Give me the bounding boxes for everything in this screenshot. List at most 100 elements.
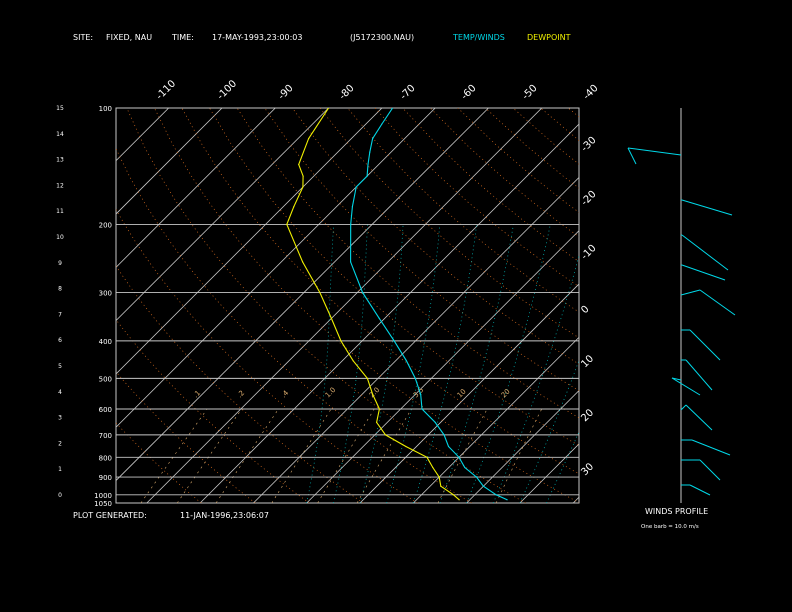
mixing-ratio-line	[271, 408, 332, 503]
moist-adiabat-line	[546, 431, 579, 503]
right-temp-tick-label: 10	[579, 353, 596, 370]
pressure-tick-label: 100	[99, 105, 112, 113]
height-tick-label: 14	[56, 131, 64, 138]
height-tick-label: 0	[58, 492, 62, 499]
isotherm-line	[116, 108, 383, 375]
mixing-ratio-label: 1.0	[324, 386, 338, 400]
dry-adiabat-line	[402, 108, 579, 263]
dewpoint-point	[352, 360, 354, 362]
right-temp-tick-label: -10	[579, 243, 598, 262]
temperature-point	[405, 360, 407, 362]
pressure-tick-label: 600	[99, 406, 112, 414]
height-tick-label: 10	[56, 234, 64, 241]
height-tick-label: 12	[56, 182, 64, 189]
isotherms	[116, 108, 792, 503]
pressure-tick-label: 1000	[94, 492, 112, 500]
temperature-point	[464, 466, 466, 469]
mixing-ratio-label: 10	[456, 387, 468, 399]
moist-adiabat-line	[519, 359, 579, 503]
dewpoint-point	[384, 434, 387, 436]
wind-barb-flag	[699, 289, 736, 316]
mixing-ratio-lines	[140, 408, 542, 503]
dewpoint-point	[366, 377, 368, 379]
isotherm-line	[116, 108, 276, 268]
height-tick-label: 1	[58, 466, 62, 473]
temperature-point	[378, 317, 380, 319]
wind-barb-flag	[685, 359, 713, 391]
temp-legend: TEMP/WINDS	[452, 33, 505, 42]
winds-profile: WINDS PROFILE One barb = 10.0 m/s	[627, 108, 736, 530]
moist-adiabat-line	[439, 224, 514, 503]
temperature-point	[421, 408, 423, 410]
dry-adiabat-line	[292, 108, 579, 365]
dewpoint-point	[458, 499, 460, 501]
wind-barb-flag	[627, 147, 637, 165]
site-label: SITE:	[73, 33, 93, 42]
height-tick-label: 13	[56, 157, 64, 164]
top-temp-tick-label: -40	[581, 83, 600, 102]
dry-adiabat-line	[116, 265, 364, 503]
isotherm-line	[306, 230, 579, 503]
wind-barb	[680, 289, 701, 296]
pressure-tick-label: 500	[99, 375, 112, 383]
height-tick-label: 7	[58, 311, 62, 318]
height-tick-label: 5	[58, 363, 62, 370]
temperature-point	[362, 292, 364, 294]
wind-barb-flag	[681, 264, 726, 281]
isotherm-line	[627, 108, 792, 503]
isotherm-line	[116, 108, 436, 428]
dewpoint-point	[302, 175, 304, 177]
isotherm-line	[413, 336, 579, 503]
time-label: TIME:	[171, 33, 194, 42]
dewpoint-line	[286, 108, 460, 501]
dry-adiabat-line	[347, 108, 579, 313]
right-temp-tick-label: 20	[579, 407, 596, 424]
temperature-point	[443, 434, 445, 436]
temperature-point	[495, 494, 497, 496]
height-tick-label: 15	[56, 105, 64, 112]
isobars	[116, 223, 579, 496]
dewpoint-point	[405, 445, 407, 448]
dry-adiabat-line	[623, 108, 792, 503]
isotherm-line	[116, 108, 169, 162]
dewpoint-point	[286, 223, 288, 225]
temperature-point	[350, 223, 352, 225]
station-id: (J5172300.NAU)	[350, 33, 414, 42]
dewpoint-point	[298, 163, 300, 166]
pressure-tick-label: 800	[99, 454, 112, 462]
dewpoint-point	[376, 421, 378, 423]
top-temp-tick-label: -50	[520, 83, 539, 102]
temperature-point	[414, 377, 416, 379]
temperature-point	[434, 421, 436, 423]
height-tick-label: 8	[58, 286, 62, 293]
wind-barb-flag	[699, 459, 721, 481]
moist-adiabats	[306, 224, 579, 503]
top-temp-tick-label: -110	[154, 78, 178, 102]
height-tick-label: 9	[58, 260, 62, 267]
temperature-point	[482, 485, 484, 487]
dewpoint-point	[440, 485, 442, 487]
dry-adiabat-line	[116, 208, 418, 503]
wind-barb-flag	[689, 484, 711, 496]
temperature-point	[506, 499, 508, 501]
right-temp-tick-label: 30	[579, 461, 596, 478]
wind-barb-flag	[671, 377, 701, 396]
mixing-ratio-line	[356, 408, 412, 503]
isotherm-line	[116, 108, 329, 322]
mixing-ratio-line	[495, 408, 542, 503]
dry-adiabat-line	[512, 108, 579, 165]
wind-barb-flag	[681, 199, 733, 216]
moist-adiabat-line	[333, 224, 368, 503]
mixing-ratio-label: 20	[500, 387, 512, 399]
isotherm-line	[146, 108, 543, 503]
mixing-ratio-line	[140, 408, 208, 503]
dry-adiabat-line	[154, 108, 579, 503]
wind-barb	[680, 404, 687, 411]
temperature-point	[458, 456, 460, 458]
dewpoint-point	[340, 340, 342, 342]
top-temp-tick-label: -70	[398, 83, 417, 102]
site-value: FIXED, NAU	[106, 33, 152, 42]
height-tick-label: 11	[56, 208, 64, 215]
isotherm-line	[199, 123, 579, 503]
dewpoint-point	[302, 186, 304, 188]
